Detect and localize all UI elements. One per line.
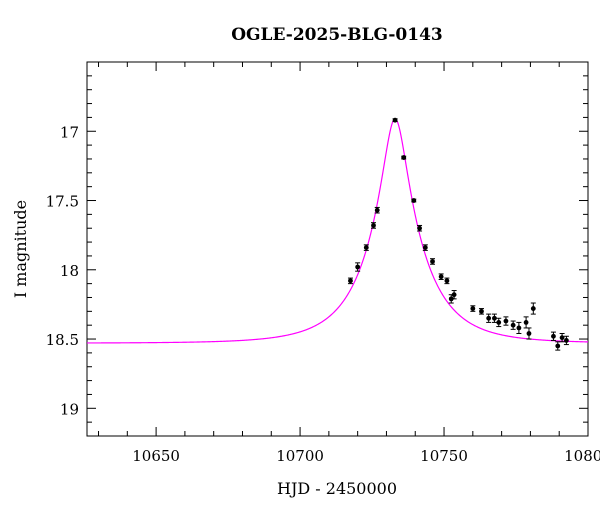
data-point xyxy=(479,308,484,314)
axis-ticks xyxy=(87,62,589,437)
data-point xyxy=(526,331,532,336)
data-point xyxy=(348,278,353,284)
data-point xyxy=(530,306,536,311)
x-tick-label: 10650 xyxy=(132,447,180,465)
chart-title: OGLE-2025-BLG-0143 xyxy=(231,25,443,45)
plot-frame xyxy=(86,61,589,437)
data-point xyxy=(492,315,497,321)
data-point xyxy=(430,259,435,264)
data-point xyxy=(516,325,522,331)
x-tick-label: 10800 xyxy=(564,447,600,465)
data-point xyxy=(564,338,569,343)
data-point xyxy=(551,333,556,339)
data-point xyxy=(444,278,450,284)
data-point xyxy=(555,343,561,349)
model-curve xyxy=(87,118,588,344)
axis-tick-labels: 10650 10700 10750 10800 17 17.5 18 18.5 19 xyxy=(46,123,600,465)
data-point xyxy=(470,306,476,311)
data-point xyxy=(438,274,444,280)
data-point xyxy=(363,245,369,251)
data-point xyxy=(392,117,398,123)
x-tick-label: 10700 xyxy=(276,447,324,465)
data-point xyxy=(496,320,502,325)
data-points-layer xyxy=(347,117,569,351)
data-point xyxy=(417,225,422,231)
data-point xyxy=(523,320,529,325)
data-point xyxy=(559,335,565,341)
data-point xyxy=(371,223,376,228)
x-tick-label: 10750 xyxy=(420,447,468,465)
data-point xyxy=(448,296,454,302)
y-tick-label: 18.5 xyxy=(46,331,79,349)
model-curve-layer xyxy=(87,118,588,344)
data-point xyxy=(355,264,361,270)
y-tick-label: 17.5 xyxy=(46,193,79,211)
data-point xyxy=(503,318,509,324)
data-point xyxy=(510,322,516,328)
data-point xyxy=(401,155,407,160)
data-point xyxy=(451,292,457,298)
data-point xyxy=(422,245,428,251)
data-point xyxy=(411,198,417,203)
data-point xyxy=(486,315,492,321)
x-axis-label: HJD - 2450000 xyxy=(277,479,397,498)
y-tick-label: 18 xyxy=(60,262,79,280)
data-point xyxy=(374,207,380,213)
y-tick-label: 19 xyxy=(60,400,79,418)
y-axis-label: I magnitude xyxy=(11,200,30,298)
y-tick-label: 17 xyxy=(60,123,79,141)
